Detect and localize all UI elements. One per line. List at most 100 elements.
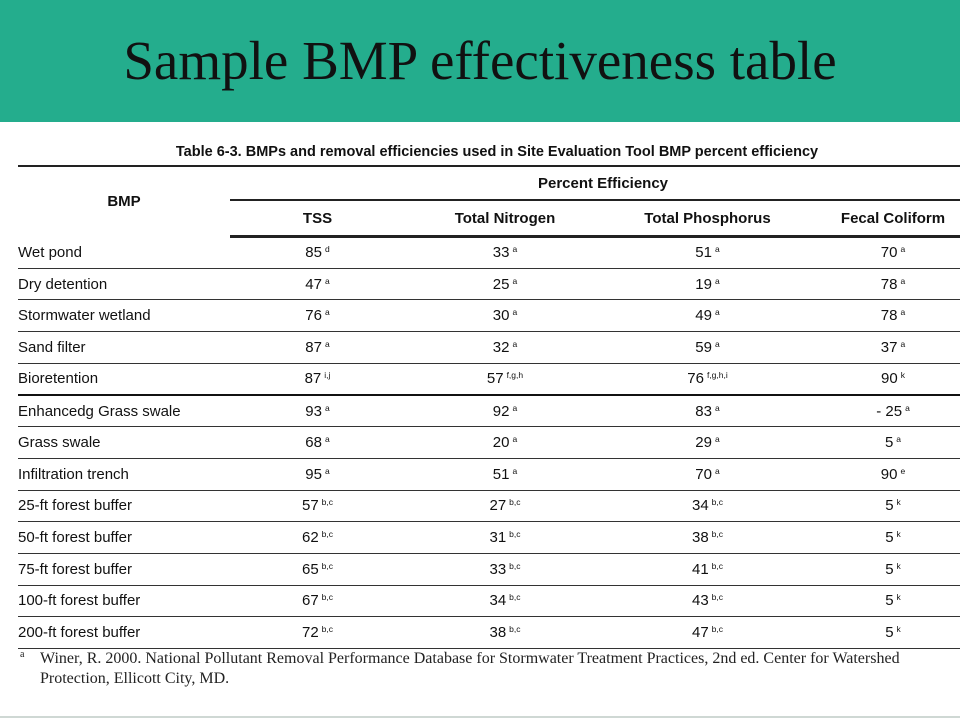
reference-superscript: a [324,275,330,286]
reference-superscript: a [512,244,518,255]
bmp-name-cell: Bioretention [18,363,230,396]
reference-superscript: a [714,275,720,286]
total-phosphorus-value: 29 [695,433,712,451]
total-nitrogen-cell: 30 a [405,299,605,333]
bottom-divider [0,716,960,718]
reference-superscript: a [512,465,518,476]
tss-value: 47 [305,275,322,293]
total-phosphorus-value: 49 [695,307,712,325]
reference-superscript: k [896,497,901,508]
total-phosphorus-value: 19 [695,275,712,293]
reference-superscript: k [896,624,901,635]
total-nitrogen-cell: 92 a [405,394,605,428]
total-nitrogen-value: 31 [489,529,507,547]
total-nitrogen-value: 33 [492,244,510,262]
tss-cell: 62 b,c [230,521,405,554]
total-phosphorus-cell: 29 a [605,426,810,459]
fecal-coliform-value: 90 [880,465,898,483]
total-phosphorus-cell: 59 a [605,331,810,364]
reference-superscript: a [324,402,330,413]
total-phosphorus-value: 76 [687,370,704,388]
reference-superscript: a [324,338,330,349]
tss-value: 67 [301,592,319,610]
total-phosphorus-value: 59 [695,338,712,356]
tss-cell: 72 b,c [230,616,405,649]
footnote-text: Winer, R. 2000. National Pollutant Remov… [40,650,900,687]
table-row: Stormwater wetland 76 a 30 a 49 a 78 a [18,299,960,333]
tss-value: 87 [305,338,322,356]
fecal-coliform-value: 5 [885,497,894,515]
fecal-coliform-cell: - 25 a [810,394,960,428]
total-nitrogen-value: 30 [492,307,510,325]
total-phosphorus-cell: 49 a [605,299,810,333]
fecal-coliform-column-header: Fecal Coliform [810,200,960,238]
reference-superscript: a [714,402,720,413]
reference-superscript: b,c [321,592,334,603]
total-nitrogen-cell: 27 b,c [405,490,605,523]
reference-superscript: d [324,244,330,255]
title-band [0,0,960,122]
percent-efficiency-header: Percent Efficiency [230,165,960,201]
bmp-name-cell: 25-ft forest buffer [18,490,230,523]
total-phosphorus-cell: 76 f,g,h,i [605,363,810,396]
reference-superscript: a [900,338,906,349]
reference-superscript: i,j [324,370,331,381]
reference-superscript: b,c [711,560,724,571]
fecal-coliform-value: 5 [885,560,894,578]
reference-superscript: a [512,433,518,444]
tss-cell: 76 a [230,299,405,333]
reference-superscript: a [324,433,330,444]
fecal-coliform-cell: 70 a [810,236,960,269]
reference-superscript: b,c [321,624,334,635]
tss-cell: 93 a [230,394,405,428]
fecal-coliform-value: 5 [885,529,894,547]
fecal-coliform-value: 5 [884,433,894,451]
reference-superscript: b,c [321,529,334,540]
total-nitrogen-value: 33 [489,560,507,578]
table-caption: Table 6-3. BMPs and removal efficiencies… [175,144,819,160]
reference-superscript: a [900,244,906,255]
reference-superscript: a [714,338,720,349]
fecal-coliform-value: 78 [880,275,898,293]
tss-value: 76 [305,307,322,325]
total-nitrogen-column-header: Total Nitrogen [405,200,605,238]
bmp-name-cell: Enhancedg Grass swale [18,394,230,428]
tss-value: 95 [305,465,322,483]
reference-superscript: b,c [509,529,521,540]
fecal-coliform-value: 78 [880,307,898,325]
total-phosphorus-value: 38 [691,529,709,547]
total-phosphorus-value: 34 [691,497,709,515]
reference-superscript: b,c [711,592,724,603]
reference-superscript: a [714,307,720,318]
total-nitrogen-cell: 38 b,c [405,616,605,649]
reference-superscript: b,c [711,624,724,635]
tss-cell: 95 a [230,458,405,491]
reference-superscript: f,g,h,i [706,370,728,381]
tss-column-header: TSS [230,200,405,238]
total-nitrogen-value: 32 [492,338,510,356]
table-row: 75-ft forest buffer 65 b,c 33 b,c 41 b,c 5 k [18,553,960,586]
fecal-coliform-value: 5 [885,624,894,642]
table-row: 200-ft forest buffer 72 b,c 38 b,c 47 b,c 5 k [18,616,960,649]
reference-superscript: b,c [321,560,334,571]
table-row: Sand filter 87 a 32 a 59 a 37 a [18,331,960,364]
fecal-coliform-cell: 90 k [810,363,960,396]
tss-value: 87 [304,370,322,388]
bmp-efficiency-table: BMP Percent Efficiency TSS Total Nitroge… [18,165,960,649]
bmp-name-cell: 200-ft forest buffer [18,616,230,649]
reference-superscript: a [512,402,518,413]
reference-superscript: b,c [509,624,521,635]
fecal-coliform-cell: 78 a [810,299,960,333]
table-row: 25-ft forest buffer 57 b,c 27 b,c 34 b,c 5 k [18,490,960,523]
table-row: Wet pond 85 d 33 a 51 a 70 a [18,236,960,269]
reference-superscript: b,c [509,560,521,571]
total-nitrogen-cell: 31 b,c [405,521,605,554]
total-phosphorus-cell: 47 b,c [605,616,810,649]
table-row: Grass swale 68 a 20 a 29 a 5 a [18,426,960,459]
total-nitrogen-cell: 20 a [405,426,605,459]
reference-superscript: e [900,465,906,476]
total-phosphorus-cell: 19 a [605,268,810,301]
reference-superscript: b,c [711,497,724,508]
